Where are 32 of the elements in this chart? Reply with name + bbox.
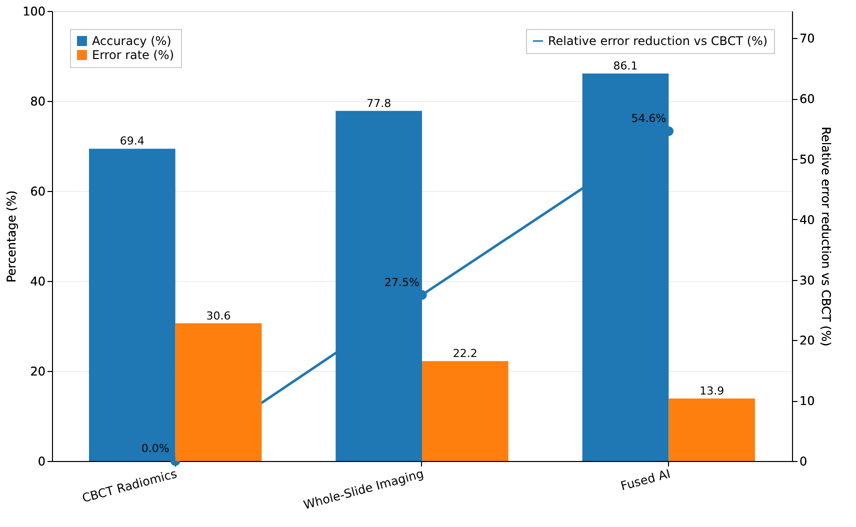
y2-tick-label: 20 — [800, 334, 815, 348]
bar — [422, 361, 508, 461]
y-tick-label: 100 — [22, 4, 46, 18]
data-label: 54.6% — [631, 112, 666, 126]
y-tick-label: 0 — [38, 454, 46, 468]
data-label: 22.2 — [452, 347, 478, 360]
legend-label: Accuracy (%) — [92, 34, 172, 48]
data-label: 30.6 — [206, 309, 231, 322]
y-tick-label: 40 — [30, 274, 46, 288]
y-axis-title: Percentage (%) — [4, 190, 19, 283]
y2-tick-label: 50 — [800, 152, 815, 166]
data-label: 86.1 — [613, 60, 638, 73]
y-tick-label: 20 — [30, 364, 46, 378]
x-tick-label: Fused AI — [619, 466, 672, 494]
data-label: 77.8 — [366, 96, 392, 110]
y2-tick-label: 40 — [800, 212, 815, 227]
y2-tick-label: 30 — [800, 273, 815, 288]
y-tick-label: 60 — [30, 184, 46, 198]
legend-label: Relative error reduction vs CBCT (%) — [548, 34, 768, 48]
legend-label: Error rate (%) — [92, 48, 174, 62]
data-label: 27.5% — [384, 276, 420, 289]
y2-tick-label: 0 — [800, 454, 808, 468]
y2-tick-label: 70 — [800, 32, 815, 46]
bar — [668, 398, 755, 461]
data-label: 69.4 — [120, 134, 144, 148]
y2-tick-label: 60 — [800, 92, 815, 106]
data-label: 0.0% — [141, 442, 170, 455]
data-label: 13.9 — [700, 384, 724, 398]
bar — [175, 323, 262, 461]
y2-axis-title: Relative error reduction vs CBCT (%) — [818, 126, 833, 346]
y-tick-label: 80 — [30, 94, 46, 108]
y2-tick-label: 10 — [800, 394, 815, 408]
